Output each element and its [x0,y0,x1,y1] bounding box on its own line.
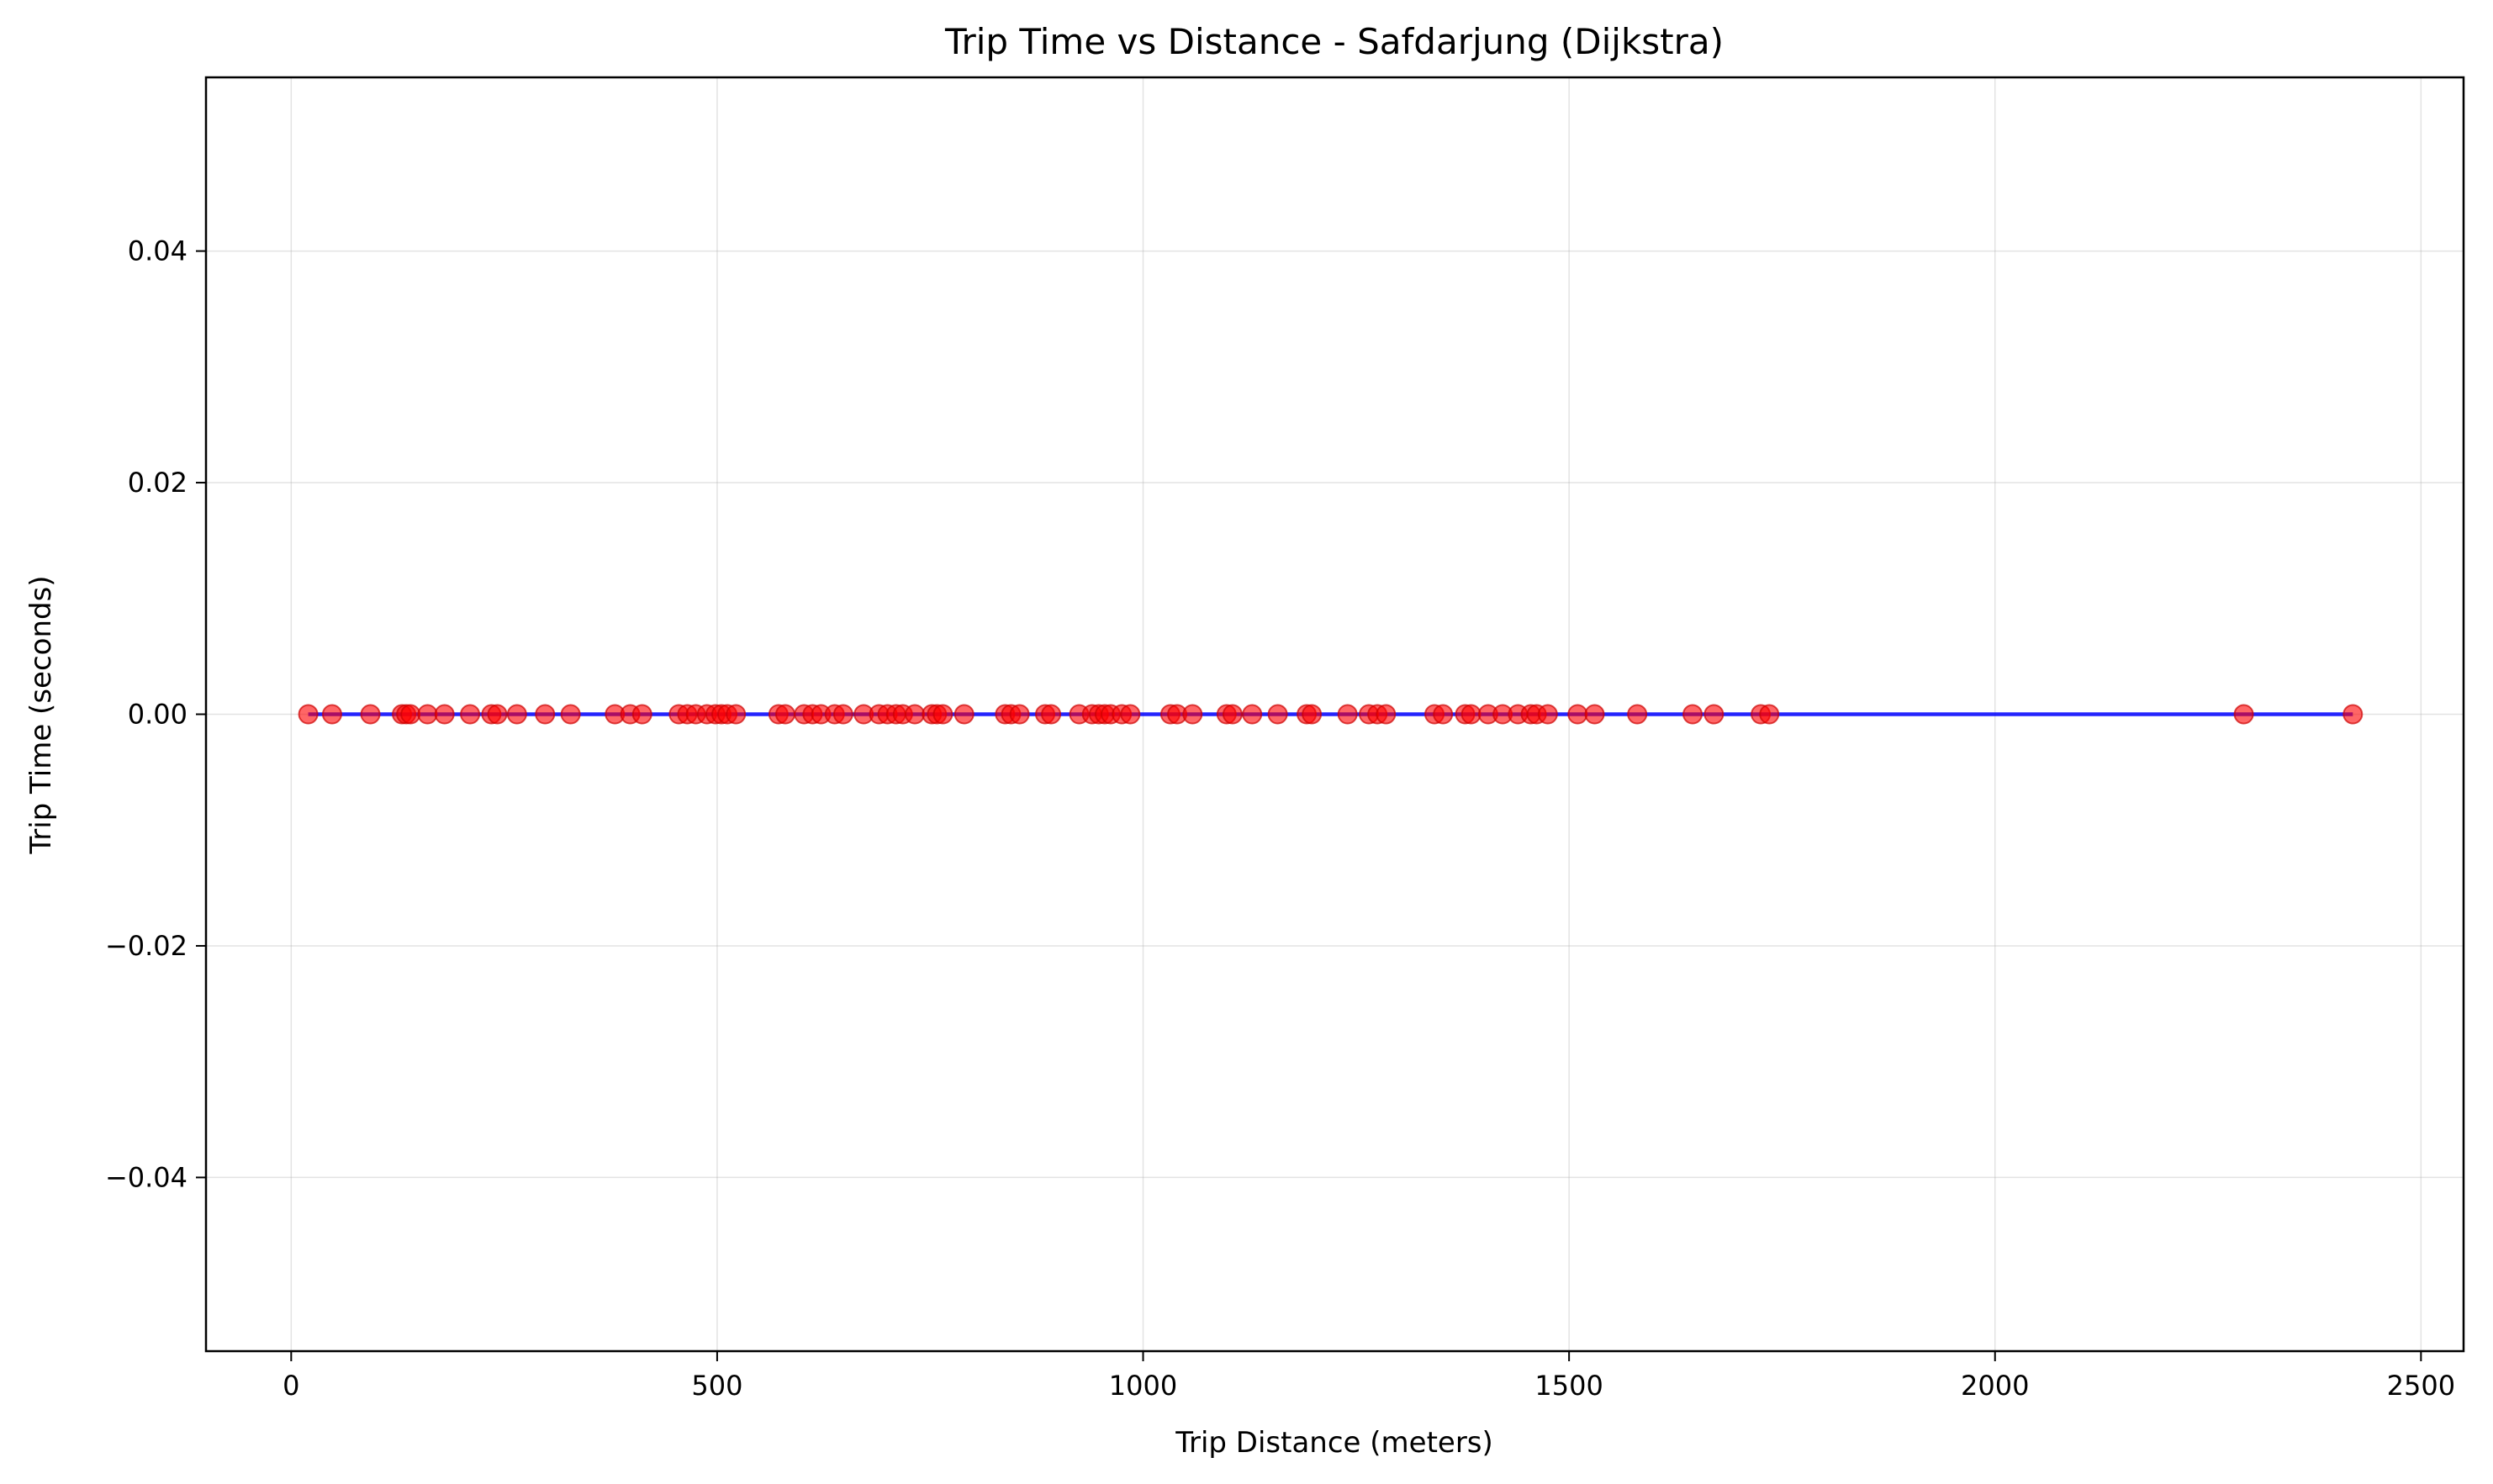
data-point [1759,704,1780,725]
data-point [400,704,421,725]
data-point [298,704,319,725]
y-tick-label: 0.02 [128,467,188,499]
data-point [726,704,747,725]
data-point [2233,704,2254,725]
data-point [631,704,652,725]
data-point [460,704,481,725]
data-point [1222,704,1243,725]
data-point [1009,704,1030,725]
data-point [953,704,974,725]
data-point [434,704,455,725]
y-axis-ticks: −0.04 −0.02 0.00 0.02 0.04 [105,235,206,1193]
data-point [1337,704,1358,725]
x-tick-label: 1000 [1109,1370,1177,1402]
data-point [1182,704,1203,725]
data-point [904,704,925,725]
y-tick-label: −0.04 [105,1161,188,1193]
data-point [1267,704,1288,725]
x-axis-ticks: 0 500 1000 1500 2000 2500 [283,1351,2455,1402]
data-point [487,704,508,725]
y-tick-label: 0.00 [128,699,188,731]
y-tick-label: 0.04 [128,235,188,267]
data-point [535,704,556,725]
data-point [360,704,381,725]
x-tick-label: 2500 [2387,1370,2455,1402]
data-point [1703,704,1725,725]
y-tick-label: −0.02 [105,930,188,962]
data-point [321,704,342,725]
data-point [1627,704,1648,725]
data-point [1537,704,1558,725]
data-point [1041,704,1062,725]
scatter-points [298,704,2364,725]
data-point [1376,704,1397,725]
data-point [506,704,527,725]
data-point [1242,704,1263,725]
x-tick-label: 2000 [1961,1370,2029,1402]
data-point [1433,704,1454,725]
data-point [2342,704,2364,725]
y-axis-label: Trip Time (seconds) [24,575,58,854]
data-point [774,704,795,725]
x-tick-label: 1500 [1534,1370,1603,1402]
data-point [1460,704,1482,725]
x-tick-label: 0 [283,1370,299,1402]
chart-title: Trip Time vs Distance - Safdarjung (Dijk… [944,21,1724,62]
x-tick-label: 500 [691,1370,742,1402]
data-point [417,704,438,725]
data-point [560,704,581,725]
data-point [932,704,953,725]
x-axis-label: Trip Distance (meters) [1175,1426,1493,1460]
data-point [1567,704,1588,725]
data-point [1584,704,1605,725]
data-point [1682,704,1703,725]
data-point [1120,704,1141,725]
data-point [832,704,853,725]
data-point [1302,704,1323,725]
